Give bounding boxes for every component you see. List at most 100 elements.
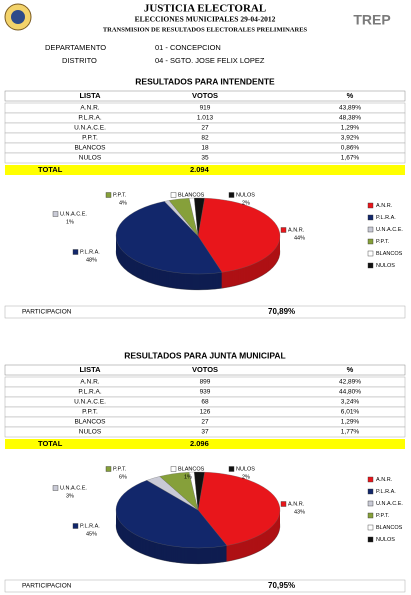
legend-swatch — [367, 214, 374, 221]
column-header: LISTA — [79, 91, 101, 100]
table-cell: 1,67% — [341, 155, 360, 162]
table-cell: 68 — [201, 399, 209, 406]
table-cell: 37 — [201, 429, 209, 436]
legend-swatch — [367, 202, 374, 209]
table-cell: P.L.R.A. — [78, 115, 102, 122]
participation-label: PARTICIPACION — [22, 583, 72, 590]
slice-value: 1% — [184, 474, 192, 480]
column-header: % — [347, 365, 354, 374]
table-cell: 899 — [200, 379, 211, 386]
legend-swatch — [367, 238, 374, 245]
table-cell: BLANCOS — [74, 145, 106, 152]
legend-label: BLANCOS — [376, 525, 403, 531]
slice-label: P.L.R.A. — [80, 523, 100, 529]
slice-label: NULOS — [236, 192, 255, 198]
table-cell: 6,01% — [341, 409, 360, 416]
legend-swatch — [367, 524, 374, 531]
info-label: DISTRITO — [62, 56, 97, 65]
table-cell: 18 — [201, 145, 209, 152]
table-cell: NULOS — [79, 155, 102, 162]
table-cell: NULOS — [79, 429, 102, 436]
label-swatch — [72, 249, 79, 255]
seal-center — [11, 10, 25, 24]
pie-slice — [115, 480, 228, 549]
column-header: VOTOS — [192, 91, 218, 100]
legend-swatch — [367, 488, 374, 495]
slice-value: 2% — [242, 200, 250, 206]
slice-value: 45% — [86, 531, 97, 537]
table-cell: U.N.A.C.E. — [74, 125, 106, 132]
table-cell: 919 — [200, 105, 211, 112]
table-header — [4, 364, 406, 376]
label-swatch — [280, 501, 287, 507]
label-swatch — [52, 485, 59, 491]
slice-label: BLANCOS — [178, 466, 205, 472]
legend-label: P.L.R.A. — [376, 215, 396, 221]
pie-slice — [115, 201, 223, 275]
participation-row — [4, 305, 406, 319]
slice-value: 2% — [242, 474, 250, 480]
pie-slice — [197, 471, 281, 546]
column-header: LISTA — [79, 365, 101, 374]
pie-slice — [197, 197, 281, 273]
table-cell: 35 — [201, 155, 209, 162]
slice-label: U.N.A.C.E. — [60, 211, 87, 217]
slice-value: 6% — [119, 474, 127, 480]
slice-value: 43% — [294, 509, 305, 515]
table-header — [4, 90, 406, 102]
table-cell: 82 — [201, 135, 209, 142]
slice-label: NULOS — [236, 466, 255, 472]
slice-value: 4% — [119, 200, 127, 206]
slice-value: 1% — [66, 219, 74, 225]
legend-label: U.N.A.C.E. — [376, 501, 403, 507]
table-cell: A.N.R. — [80, 379, 99, 386]
total-value: 2.096 — [190, 439, 209, 448]
table-cell: 27 — [201, 125, 209, 132]
table-cell: 1,29% — [341, 125, 360, 132]
legend-label: U.N.A.C.E. — [376, 227, 403, 233]
legend-swatch — [367, 262, 374, 269]
table-cell: 44,80% — [339, 389, 361, 396]
table-cell: 27 — [201, 419, 209, 426]
slice-value: 44% — [294, 235, 305, 241]
total-label: TOTAL — [38, 439, 63, 448]
total-label: TOTAL — [38, 165, 63, 174]
legend-swatch — [367, 512, 374, 519]
label-swatch — [170, 466, 177, 472]
table-cell: BLANCOS — [74, 419, 106, 426]
info-label: DEPARTAMENTO — [45, 43, 106, 52]
label-swatch — [280, 227, 287, 233]
label-swatch — [72, 523, 79, 529]
table-cell: 3,92% — [341, 135, 360, 142]
slice-value: 48% — [86, 257, 97, 263]
table-cell: 3,24% — [341, 399, 360, 406]
slice-label: A.N.R. — [288, 227, 305, 233]
label-swatch — [105, 192, 112, 198]
legend-swatch — [367, 250, 374, 257]
column-header: VOTOS — [192, 365, 218, 374]
legend-swatch — [367, 226, 374, 233]
label-swatch — [228, 192, 235, 198]
participation-value: 70,89% — [268, 307, 295, 316]
logo: TREP — [353, 12, 390, 28]
pie-slice — [194, 471, 205, 511]
legend-label: NULOS — [376, 263, 395, 269]
table-cell: 126 — [200, 409, 211, 416]
legend-label: A.N.R. — [376, 477, 393, 483]
table-row — [4, 152, 406, 164]
info-value: 04 - SGTO. JOSE FELIX LOPEZ — [155, 56, 265, 65]
slice-label: P.L.R.A. — [80, 249, 100, 255]
legend-label: A.N.R. — [376, 203, 393, 209]
total-row — [5, 165, 405, 175]
info-value: 01 - CONCEPCION — [155, 43, 221, 52]
legend-swatch — [367, 500, 374, 507]
section-title: RESULTADOS PARA JUNTA MUNICIPAL — [124, 350, 286, 360]
table-cell: 939 — [200, 389, 211, 396]
subtitle: TRANSMISION DE RESULTADOS ELECTORALES PR… — [103, 26, 308, 33]
legend-label: P.P.T. — [376, 513, 390, 519]
participation-label: PARTICIPACION — [22, 309, 72, 316]
table-cell: 1,29% — [341, 419, 360, 426]
table-cell: 48,38% — [339, 115, 361, 122]
table-row — [4, 426, 406, 438]
table-cell: P.L.R.A. — [78, 389, 102, 396]
